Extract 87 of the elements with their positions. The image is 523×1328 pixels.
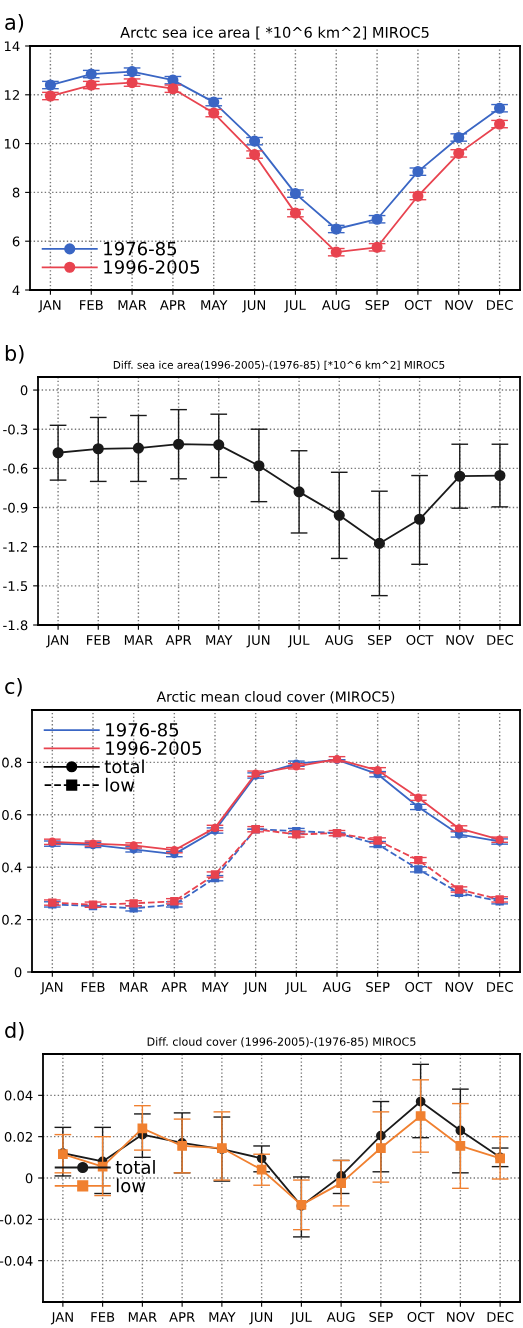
legend-label: total [115, 1160, 155, 1175]
x-tick-label: MAY [202, 982, 229, 992]
y-tick-label: -0.3 [3, 424, 28, 435]
x-tick-label: MAY [209, 1312, 236, 1322]
x-tick-label: JAN [40, 982, 63, 995]
x-tick-label: SEP [367, 634, 392, 645]
x-tick-label: JUN [246, 635, 270, 648]
x-tick-label: NOV [445, 299, 474, 310]
legend-label: 1996-2005 [104, 260, 200, 274]
x-tick-label: DEC [487, 981, 513, 992]
y-tick-label: 0.4 [2, 862, 22, 873]
x-tick-label: OCT [407, 1311, 435, 1322]
x-tick-label: MAR [118, 300, 147, 310]
y-tick-label: 12 [4, 90, 19, 100]
x-tick-label: MAY [201, 300, 228, 310]
x-tick-label: JAN [38, 300, 61, 313]
y-tick-label: 0.6 [2, 810, 22, 820]
y-tick-label: 10 [4, 138, 20, 149]
legend-label: 1996-2005 [106, 741, 202, 755]
x-tick-label: JUL [290, 1312, 312, 1325]
x-tick-label: FEB [87, 635, 110, 645]
legend-label: 1976-85 [104, 241, 177, 256]
x-tick-label: APR [165, 635, 192, 645]
y-tick-label: -0.9 [3, 502, 28, 513]
x-tick-label: JUN [249, 1312, 273, 1325]
x-tick-label: APR [161, 982, 188, 992]
x-tick-label: JUN [243, 982, 267, 995]
chart-title: Arctc sea ice area [ *10^6 km^2] MIROC5 [120, 26, 429, 40]
x-tick-label: NOV [447, 1311, 475, 1322]
y-tick-label: 0 [14, 967, 22, 978]
x-tick-label: JUL [284, 300, 306, 313]
x-tick-label: AUG [321, 299, 350, 310]
x-tick-label: SEP [366, 981, 390, 992]
x-tick-label: JAN [50, 1312, 73, 1325]
x-tick-label: AUG [326, 1311, 355, 1322]
chart-title: Arctic mean cloud cover (MIROC5) [156, 691, 395, 704]
x-tick-label: APR [159, 300, 186, 310]
y-tick-label: -0.02 [0, 1214, 32, 1225]
legend-label: low [116, 1178, 146, 1193]
x-tick-label: MAR [128, 1312, 157, 1322]
x-tick-label: AUG [322, 981, 351, 992]
y-tick-label: 6 [12, 236, 20, 247]
y-tick-label: 8 [12, 187, 20, 198]
x-tick-label: FEB [91, 1312, 115, 1322]
x-tick-label: DEC [487, 299, 513, 310]
x-tick-label: OCT [405, 981, 433, 992]
x-tick-label: JUN [242, 300, 265, 313]
y-tick-label: 0 [20, 385, 28, 396]
y-tick-label: -1.2 [3, 541, 27, 552]
y-tick-label: -1.8 [3, 620, 28, 631]
x-tick-label: MAR [124, 635, 153, 645]
annotation: total [104, 759, 144, 774]
x-tick-label: SEP [365, 299, 389, 310]
annotation: low [105, 777, 135, 792]
x-tick-label: NOV [445, 981, 474, 992]
x-tick-label: NOV [446, 634, 475, 645]
x-tick-label: DEC [487, 634, 514, 645]
x-tick-label: JUL [287, 635, 310, 648]
y-tick-label: -0.6 [3, 463, 28, 474]
x-tick-label: OCT [406, 634, 434, 645]
text: c) [5, 677, 22, 697]
x-tick-label: MAR [120, 982, 149, 992]
x-tick-label: JAN [46, 635, 69, 648]
y-tick-label: 0 [25, 1173, 33, 1184]
text: b) [5, 344, 24, 364]
chart-title: Diff. sea ice area(1996-2005)-(1976-85) [*10^6 km^2] MIROC5 [113, 360, 445, 371]
x-tick-label: AUG [324, 634, 353, 645]
x-tick-label: APR [169, 1312, 195, 1322]
x-tick-label: DEC [487, 1311, 514, 1322]
x-tick-label: FEB [80, 300, 103, 310]
legend-label: 1976-85 [106, 722, 179, 737]
text: a) [5, 13, 24, 33]
y-tick-label: 0.02 [4, 1131, 32, 1142]
x-tick-label: FEB [81, 982, 105, 992]
y-tick-label: 0.8 [2, 757, 22, 768]
y-tick-label: 0.04 [4, 1090, 33, 1101]
y-tick-label: -1.5 [3, 581, 28, 592]
x-tick-label: SEP [369, 1311, 393, 1322]
y-tick-label: 0.2 [2, 914, 21, 925]
y-tick-label: 14 [4, 41, 20, 52]
x-tick-label: OCT [404, 299, 432, 310]
chart-title: Diff. cloud cover (1996-2005)-(1976-85) MIROC5 [147, 1037, 416, 1048]
y-tick-label: -0.04 [0, 1255, 33, 1266]
y-tick-label: 4 [12, 285, 20, 296]
text: d) [5, 1021, 24, 1041]
x-tick-label: JUL [285, 982, 307, 995]
x-tick-label: MAY [206, 635, 233, 645]
